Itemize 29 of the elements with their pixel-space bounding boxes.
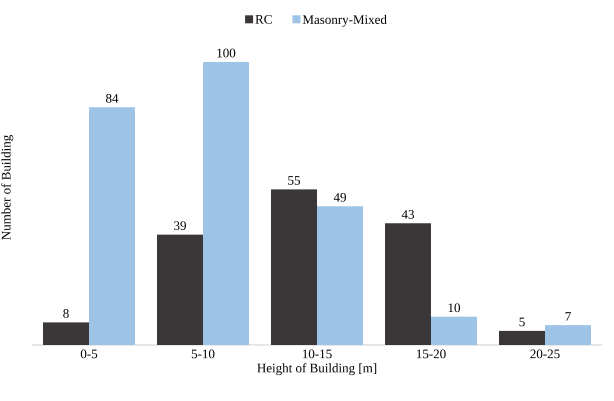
x-axis-title: Height of Building [m] [257, 363, 376, 376]
y-axis-title: Number of Building [1, 135, 14, 240]
data-label: 39 [174, 221, 186, 230]
data-label: 7 [566, 312, 571, 321]
x-tick-label: 0-5 [80, 350, 98, 358]
bar [317, 206, 363, 345]
x-tick-label: 10-15 [302, 350, 332, 358]
bar [271, 189, 317, 345]
bar [544, 325, 591, 345]
data-label: 43 [402, 210, 414, 219]
bar [498, 330, 545, 345]
x-tick-label: 5-10 [192, 350, 214, 358]
data-label: 100 [217, 48, 236, 58]
bar [157, 234, 203, 345]
legend-label: Masonry-Mixed [302, 14, 387, 27]
x-tick-label: 15-20 [416, 350, 446, 358]
x-tick-label: 20-25 [530, 350, 560, 358]
bar [43, 322, 90, 345]
data-label: 5 [520, 318, 525, 326]
bar [385, 223, 431, 345]
legend-label: RC [255, 15, 272, 24]
data-label: 10 [448, 303, 460, 312]
data-label: 8 [63, 309, 69, 318]
data-label: 49 [334, 193, 346, 202]
bar [431, 316, 477, 345]
data-label: 84 [106, 94, 118, 103]
bar [203, 62, 249, 345]
bar [89, 107, 136, 345]
data-label: 55 [288, 176, 300, 185]
